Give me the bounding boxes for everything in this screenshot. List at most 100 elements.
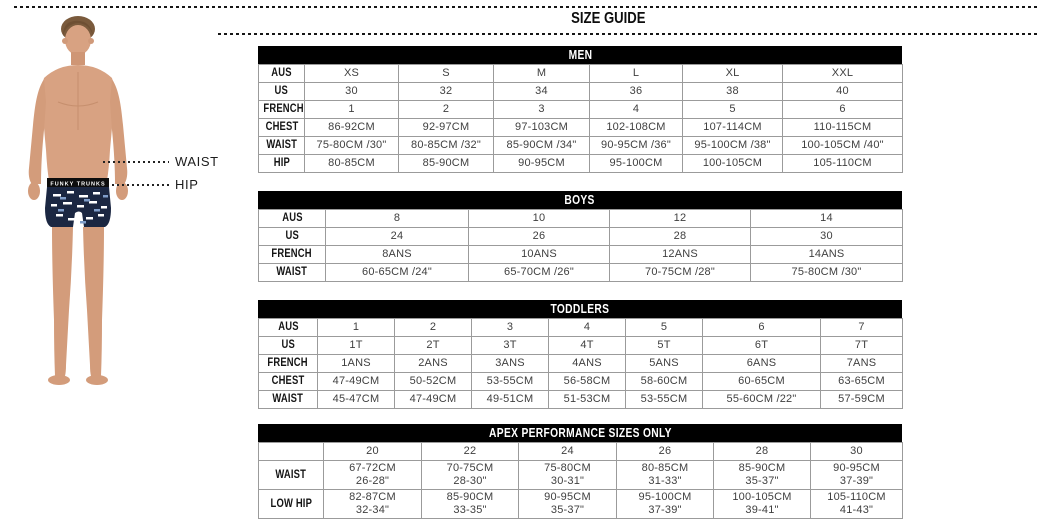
size-cell: 75-80CM /30"	[750, 263, 903, 282]
men-table: AUS XS S M L XL XXL US 30 32 34 36 38 40 FRENCH 1 2 3 4 5 6 C…	[258, 64, 903, 173]
size-cell: 5ANS	[625, 354, 703, 373]
size-cell: 2	[394, 318, 472, 337]
size-cell: 82-87CM 32-34"	[323, 489, 422, 519]
size-cell: 2	[398, 100, 494, 119]
apex-table-header: APEX PERFORMANCE SIZES ONLY	[258, 424, 902, 442]
row-label: AUS	[258, 318, 318, 337]
row-label: US	[258, 82, 305, 101]
size-cell: 55-60CM /22"	[702, 390, 821, 409]
size-cell: 85-90CM 33-35"	[421, 489, 519, 519]
under-title-divider	[218, 33, 1039, 35]
boys-table-title: BOYS	[564, 193, 596, 207]
trunks-brand-text: FUNKY TRUNKS	[50, 182, 105, 188]
size-cell: 107-114CM	[682, 118, 783, 137]
size-cell: 85-90CM	[398, 154, 494, 173]
size-table-apex: APEX PERFORMANCE SIZES ONLY 20 22 24 26 28 30…	[258, 424, 903, 519]
size-cell: 95-100CM /38"	[682, 136, 783, 155]
size-cell: 50-52CM	[394, 372, 472, 391]
size-cell: 60-65CM /24"	[325, 263, 469, 282]
size-cell: 53-55CM	[625, 390, 703, 409]
size-cell: M	[493, 64, 590, 83]
size-cell: 1	[317, 318, 395, 337]
row-label: HIP	[258, 154, 305, 173]
size-cell: 28	[609, 227, 751, 246]
row-label: US	[258, 227, 326, 246]
row-label: FRENCH	[258, 100, 305, 119]
size-table-men: MEN AUS XS S M L XL XXL US 30 32 34 36 38 40 FRENCH 1 2 3…	[258, 46, 903, 173]
size-cell: 105-110CM 41-43"	[810, 489, 903, 519]
toddlers-table-header: TODDLERS	[258, 300, 902, 318]
size-cell: 75-80CM 30-31"	[518, 460, 617, 490]
row-label	[258, 442, 324, 461]
size-cell: 7T	[820, 336, 903, 355]
size-cell: 60-65CM	[702, 372, 821, 391]
size-cell: S	[398, 64, 494, 83]
size-cell: 92-97CM	[398, 118, 494, 137]
size-cell: 2ANS	[394, 354, 472, 373]
size-cell: 110-115CM	[782, 118, 903, 137]
size-cell: 80-85CM 31-33"	[616, 460, 714, 490]
size-cell: 65-70CM /26"	[468, 263, 610, 282]
size-cell: 7ANS	[820, 354, 903, 373]
size-cell: 20	[323, 442, 422, 461]
size-cell: 80-85CM	[304, 154, 399, 173]
size-cell: 45-47CM	[317, 390, 395, 409]
size-cell: 24	[518, 442, 617, 461]
size-cell: 97-103CM	[493, 118, 590, 137]
size-cell: 14ANS	[750, 245, 903, 264]
row-label: WAIST	[258, 136, 305, 155]
size-cell: 86-92CM	[304, 118, 399, 137]
size-cell: 3	[471, 318, 549, 337]
size-cell: 1	[304, 100, 399, 119]
size-cell: 80-85CM /32"	[398, 136, 494, 155]
size-cell: 10ANS	[468, 245, 610, 264]
size-cell: 3	[493, 100, 590, 119]
size-cell: 53-55CM	[471, 372, 549, 391]
size-cell: 24	[325, 227, 469, 246]
size-cell: 2T	[394, 336, 472, 355]
size-cell: 102-108CM	[589, 118, 683, 137]
size-cell: 30	[750, 227, 903, 246]
row-label: US	[258, 336, 318, 355]
size-cell: 95-100CM	[589, 154, 683, 173]
size-table-boys: BOYS AUS 8 10 12 14 US 24 26 28 30 FRENCH 8ANS 10ANS…	[258, 191, 903, 282]
row-label: AUS	[258, 64, 305, 83]
size-cell: 8ANS	[325, 245, 469, 264]
size-cell: 12	[609, 209, 751, 228]
row-label: WAIST	[258, 263, 326, 282]
size-cell: L	[589, 64, 683, 83]
size-cell: 5	[625, 318, 703, 337]
size-cell: 36	[589, 82, 683, 101]
toddlers-table-title: TODDLERS	[550, 302, 610, 316]
size-cell: 47-49CM	[394, 390, 472, 409]
size-cell: 4T	[548, 336, 626, 355]
boys-table-header: BOYS	[258, 191, 902, 209]
size-cell: 90-95CM 37-39"	[810, 460, 903, 490]
size-cell: 4ANS	[548, 354, 626, 373]
size-cell: 70-75CM /28"	[609, 263, 751, 282]
size-cell: 100-105CM /40"	[782, 136, 903, 155]
size-cell: 105-110CM	[782, 154, 903, 173]
size-cell: 32	[398, 82, 494, 101]
toddlers-table: AUS 1 2 3 4 5 6 7 US 1T 2T 3T 4T 5T 6T 7T FRENCH 1ANS 2ANS…	[258, 318, 903, 409]
size-cell: 10	[468, 209, 610, 228]
size-cell: 26	[616, 442, 714, 461]
top-divider	[14, 6, 1039, 8]
size-cell: 5	[682, 100, 783, 119]
size-cell: 8	[325, 209, 469, 228]
size-cell: 67-72CM 26-28"	[323, 460, 422, 490]
size-cell: 26	[468, 227, 610, 246]
size-cell: XXL	[782, 64, 903, 83]
size-cell: 7	[820, 318, 903, 337]
row-label: CHEST	[258, 118, 305, 137]
size-cell: 30	[304, 82, 399, 101]
apex-table: 20 22 24 26 28 30 WAIST 67-72CM 26-28" 70-75CM 2…	[258, 442, 903, 519]
size-cell: XL	[682, 64, 783, 83]
size-cell: 85-90CM 35-37"	[713, 460, 811, 490]
size-cell: 1ANS	[317, 354, 395, 373]
men-table-title: MEN	[568, 48, 592, 62]
apex-table-title: APEX PERFORMANCE SIZES ONLY	[488, 426, 672, 440]
size-cell: 70-75CM 28-30"	[421, 460, 519, 490]
size-cell: 12ANS	[609, 245, 751, 264]
